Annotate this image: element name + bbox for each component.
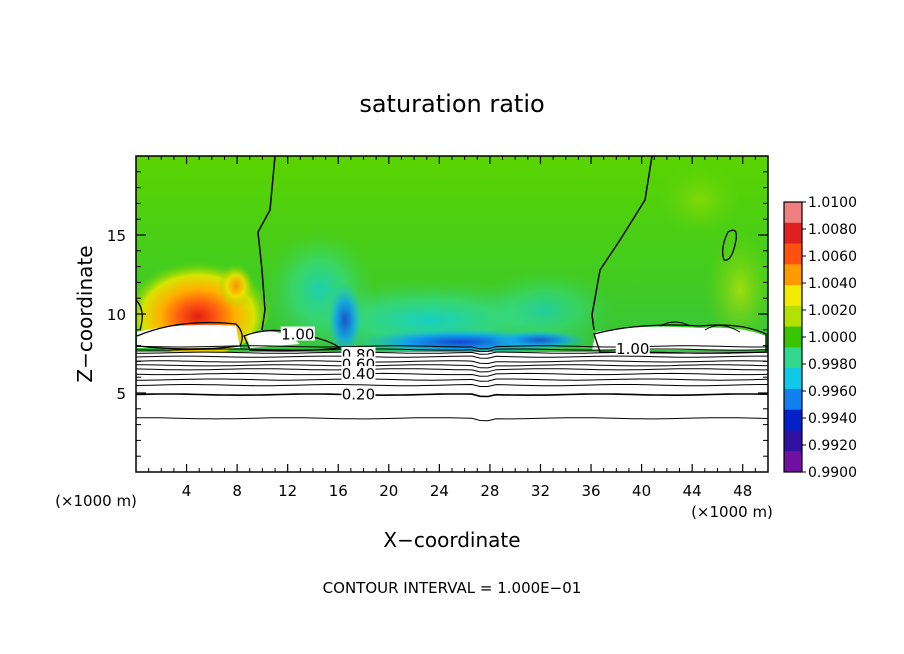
contour-label-bg	[280, 326, 315, 341]
colorbar-swatch	[784, 285, 802, 307]
contour-cloudbase-right2	[659, 321, 741, 333]
colorbar-tick-label: 0.9900	[808, 465, 857, 481]
contour-1-left-edge	[136, 299, 143, 331]
contour-line	[136, 383, 768, 387]
colorbar-tick-label: 1.0000	[808, 330, 857, 346]
colorbar-swatch	[784, 451, 802, 473]
contour-cloudbase-left2	[243, 329, 342, 352]
colorbar-tick-label: 1.0060	[808, 249, 857, 265]
contour-line	[136, 378, 768, 382]
x-unit-right: (×1000 m)	[691, 503, 773, 521]
contour-line	[136, 364, 768, 369]
contour-label: 0.40	[342, 365, 375, 383]
contour-labels: 1.001.000.800.600.400.20	[280, 326, 650, 404]
y-tick-label: 15	[107, 227, 126, 245]
colorbar-swatch	[784, 368, 802, 390]
contour-line	[136, 368, 768, 373]
contour-line	[136, 348, 768, 353]
contour-lines	[136, 156, 768, 422]
x-tick-label: 36	[581, 482, 600, 500]
colorbar-tick-label: 0.9960	[808, 384, 857, 400]
x-tick-label: 20	[379, 482, 398, 500]
contour-line	[136, 417, 768, 422]
contour-line	[136, 372, 768, 377]
y-axis-label: Z−coordinate	[73, 245, 97, 382]
x-axis: 4 8 12 16 20 24 28 32 36 40 44 48	[148, 156, 756, 500]
x-tick-label: 4	[182, 482, 192, 500]
colorbar-swatch	[784, 430, 802, 452]
contour-line	[136, 360, 768, 365]
colorbar-tick-label: 1.0040	[808, 276, 857, 292]
colorbar-swatch	[784, 202, 802, 224]
colorbar-swatch	[784, 243, 802, 265]
contour-label-bg	[341, 366, 376, 381]
field-blue-low2	[490, 330, 590, 350]
contour-1-islet	[722, 229, 737, 261]
x-tick-label: 28	[480, 482, 499, 500]
contour-1-left	[257, 156, 276, 331]
cloud-gap-left	[137, 324, 240, 348]
x-tick-label: 44	[683, 482, 702, 500]
contour-line	[136, 393, 768, 398]
colorbar-tick-label: 1.0100	[808, 195, 857, 211]
contour-label-bg	[341, 386, 376, 401]
contour-label: 1.00	[281, 326, 314, 344]
x-unit-left: (×1000 m)	[55, 492, 137, 510]
contour-line	[136, 355, 768, 359]
colorbar-swatch	[784, 388, 802, 411]
colorbar-swatch	[784, 409, 802, 431]
x-tick-label: 8	[232, 482, 242, 500]
colorbar-tick-label: 0.9920	[808, 438, 857, 454]
contour-interval-note: CONTOUR INTERVAL = 1.000E−01	[323, 579, 582, 597]
contour-label: 0.20	[342, 386, 375, 404]
field-yellow-top	[660, 165, 740, 235]
colorbar-tick-label: 0.9980	[808, 357, 857, 373]
y-axis: 5 10 15	[107, 171, 768, 457]
chart-title: saturation ratio	[359, 90, 544, 118]
colorbar-swatch	[784, 305, 802, 328]
colorbar-swatch	[784, 264, 802, 286]
colorbar-swatch	[784, 347, 802, 369]
contour-line	[136, 345, 768, 350]
y-tick-label: 5	[116, 385, 126, 403]
contour-cloudbase-left	[136, 321, 243, 350]
x-tick-label: 48	[733, 482, 752, 500]
contour-label: 1.00	[616, 340, 649, 358]
y-tick-label: 10	[107, 306, 126, 324]
x-tick-label: 12	[278, 482, 297, 500]
contour-line	[136, 351, 768, 355]
colorbar-tick-label: 0.9940	[808, 411, 857, 427]
colorbar: 1.0100 1.0080 1.0060 1.0040 1.0020 1.0000 0.99…	[783, 195, 857, 481]
x-tick-label: 16	[329, 482, 348, 500]
x-tick-label: 32	[531, 482, 550, 500]
contour-1-right	[591, 156, 653, 331]
field-subsaturated	[136, 352, 768, 472]
saturation-field	[136, 156, 768, 472]
contour-label-bg	[615, 340, 650, 355]
colorbar-tick-label: 1.0080	[808, 222, 857, 238]
x-axis-label: X−coordinate	[383, 528, 520, 552]
x-tick-label: 40	[632, 482, 651, 500]
colorbar-tick-label: 1.0020	[808, 303, 857, 319]
field-yellow-right	[705, 230, 768, 350]
colorbar-swatch	[784, 222, 802, 245]
colorbar-swatch	[784, 326, 802, 348]
field-warm-secondary	[218, 264, 254, 308]
x-tick-label: 24	[430, 482, 449, 500]
